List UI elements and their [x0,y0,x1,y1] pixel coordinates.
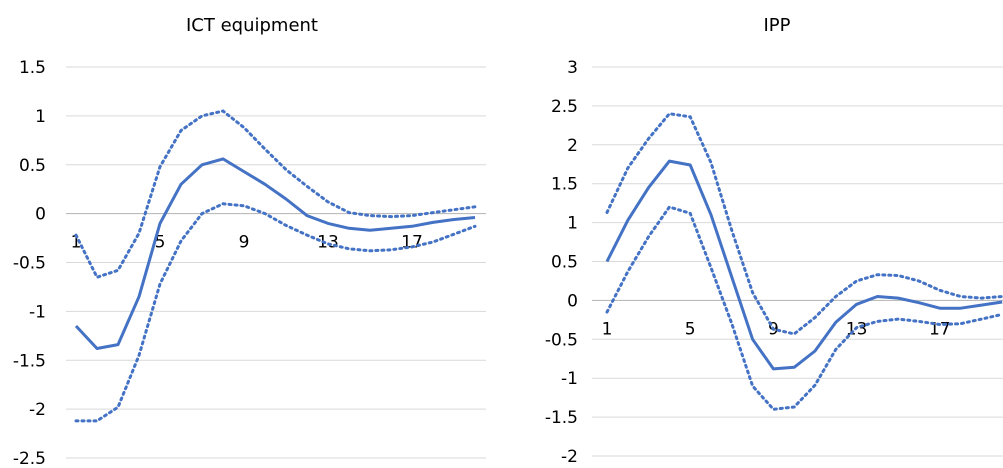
y-tick-label: -0.5 [545,330,578,350]
y-tick-label: 0.5 [551,253,578,273]
y-tick-label: 1 [35,107,46,127]
chart-ipp: IPP 32.521.510.50-0.5-1-1.5-21 5 9 13 17 [545,15,1003,467]
y-tick-label: 1.5 [551,175,578,195]
y-tick-label: 2.5 [551,97,578,117]
x-tick-label: 1 [71,233,82,253]
y-tick-label: 2 [567,136,578,156]
estimate-line [74,157,476,350]
y-tick-label: -1 [561,369,578,389]
y-tick-label: -2.5 [13,449,46,464]
y-tick-label: -1 [29,302,46,322]
chart-title: IPP [763,15,790,36]
y-tick-label: 0.5 [19,156,46,176]
y-tick-label: 0 [35,205,46,225]
upper-bound-line [74,109,477,280]
y-tick-label: 0 [567,291,578,311]
upper-bound-line [605,112,1003,336]
chart-title: ICT equipment [186,15,318,36]
y-tick-label: -0.5 [13,254,46,274]
lower-bound-line [74,202,477,423]
lower-bound-line [605,205,1003,411]
y-tick-label: 1.5 [19,58,46,78]
x-tick-label: 1 [602,319,613,339]
y-tick-label: -2 [29,400,46,420]
x-tick-label: 17 [401,233,423,253]
y-tick-label: 1 [567,214,578,234]
x-tick-label: 5 [155,233,166,253]
y-tick-label: -2 [561,447,578,464]
y-tick-label: -1.5 [545,408,578,428]
y-tick-label: -1.5 [13,351,46,371]
x-tick-label: 5 [685,319,696,339]
estimate-line [605,159,1003,371]
x-tick-label: 13 [317,233,339,253]
x-tick-label: 9 [239,233,250,253]
y-tick-label: 3 [567,58,578,78]
chart-ict-equipment: ICT equipment 1.5 1 0.5 0 -0.5 -1 -1.5 -2 -2.5 1 5… [13,15,486,468]
